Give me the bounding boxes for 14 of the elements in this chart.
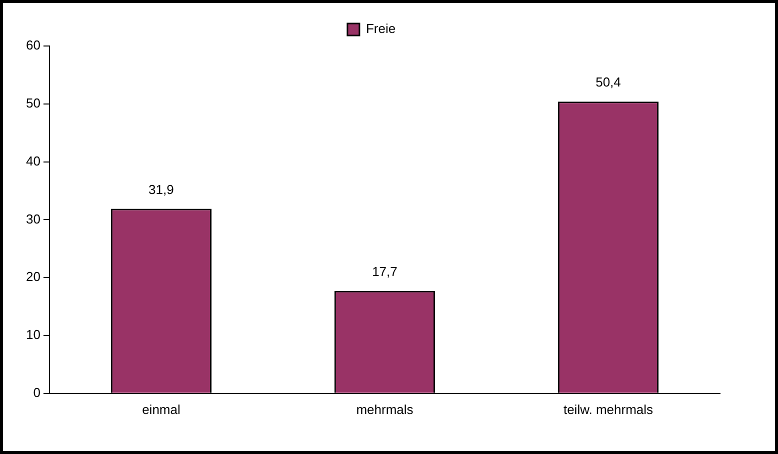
y-tick-label: 0 <box>33 384 40 400</box>
y-tick-label: 20 <box>26 269 40 284</box>
x-tick-label: mehrmals <box>356 402 414 417</box>
data-label: 17,7 <box>372 264 398 279</box>
y-tick-label: 50 <box>26 95 40 110</box>
data-label: 31,9 <box>148 182 174 197</box>
x-tick-label: teilw. mehrmals <box>563 402 654 417</box>
y-tick-label: 60 <box>26 38 40 53</box>
y-tick-label: 30 <box>26 211 40 226</box>
legend-label: Freie <box>366 21 396 36</box>
data-label: 50,4 <box>596 74 621 90</box>
y-tick-label: 40 <box>26 153 40 168</box>
y-tick-label: 10 <box>26 327 40 342</box>
x-tick-label: einmal <box>142 402 180 417</box>
